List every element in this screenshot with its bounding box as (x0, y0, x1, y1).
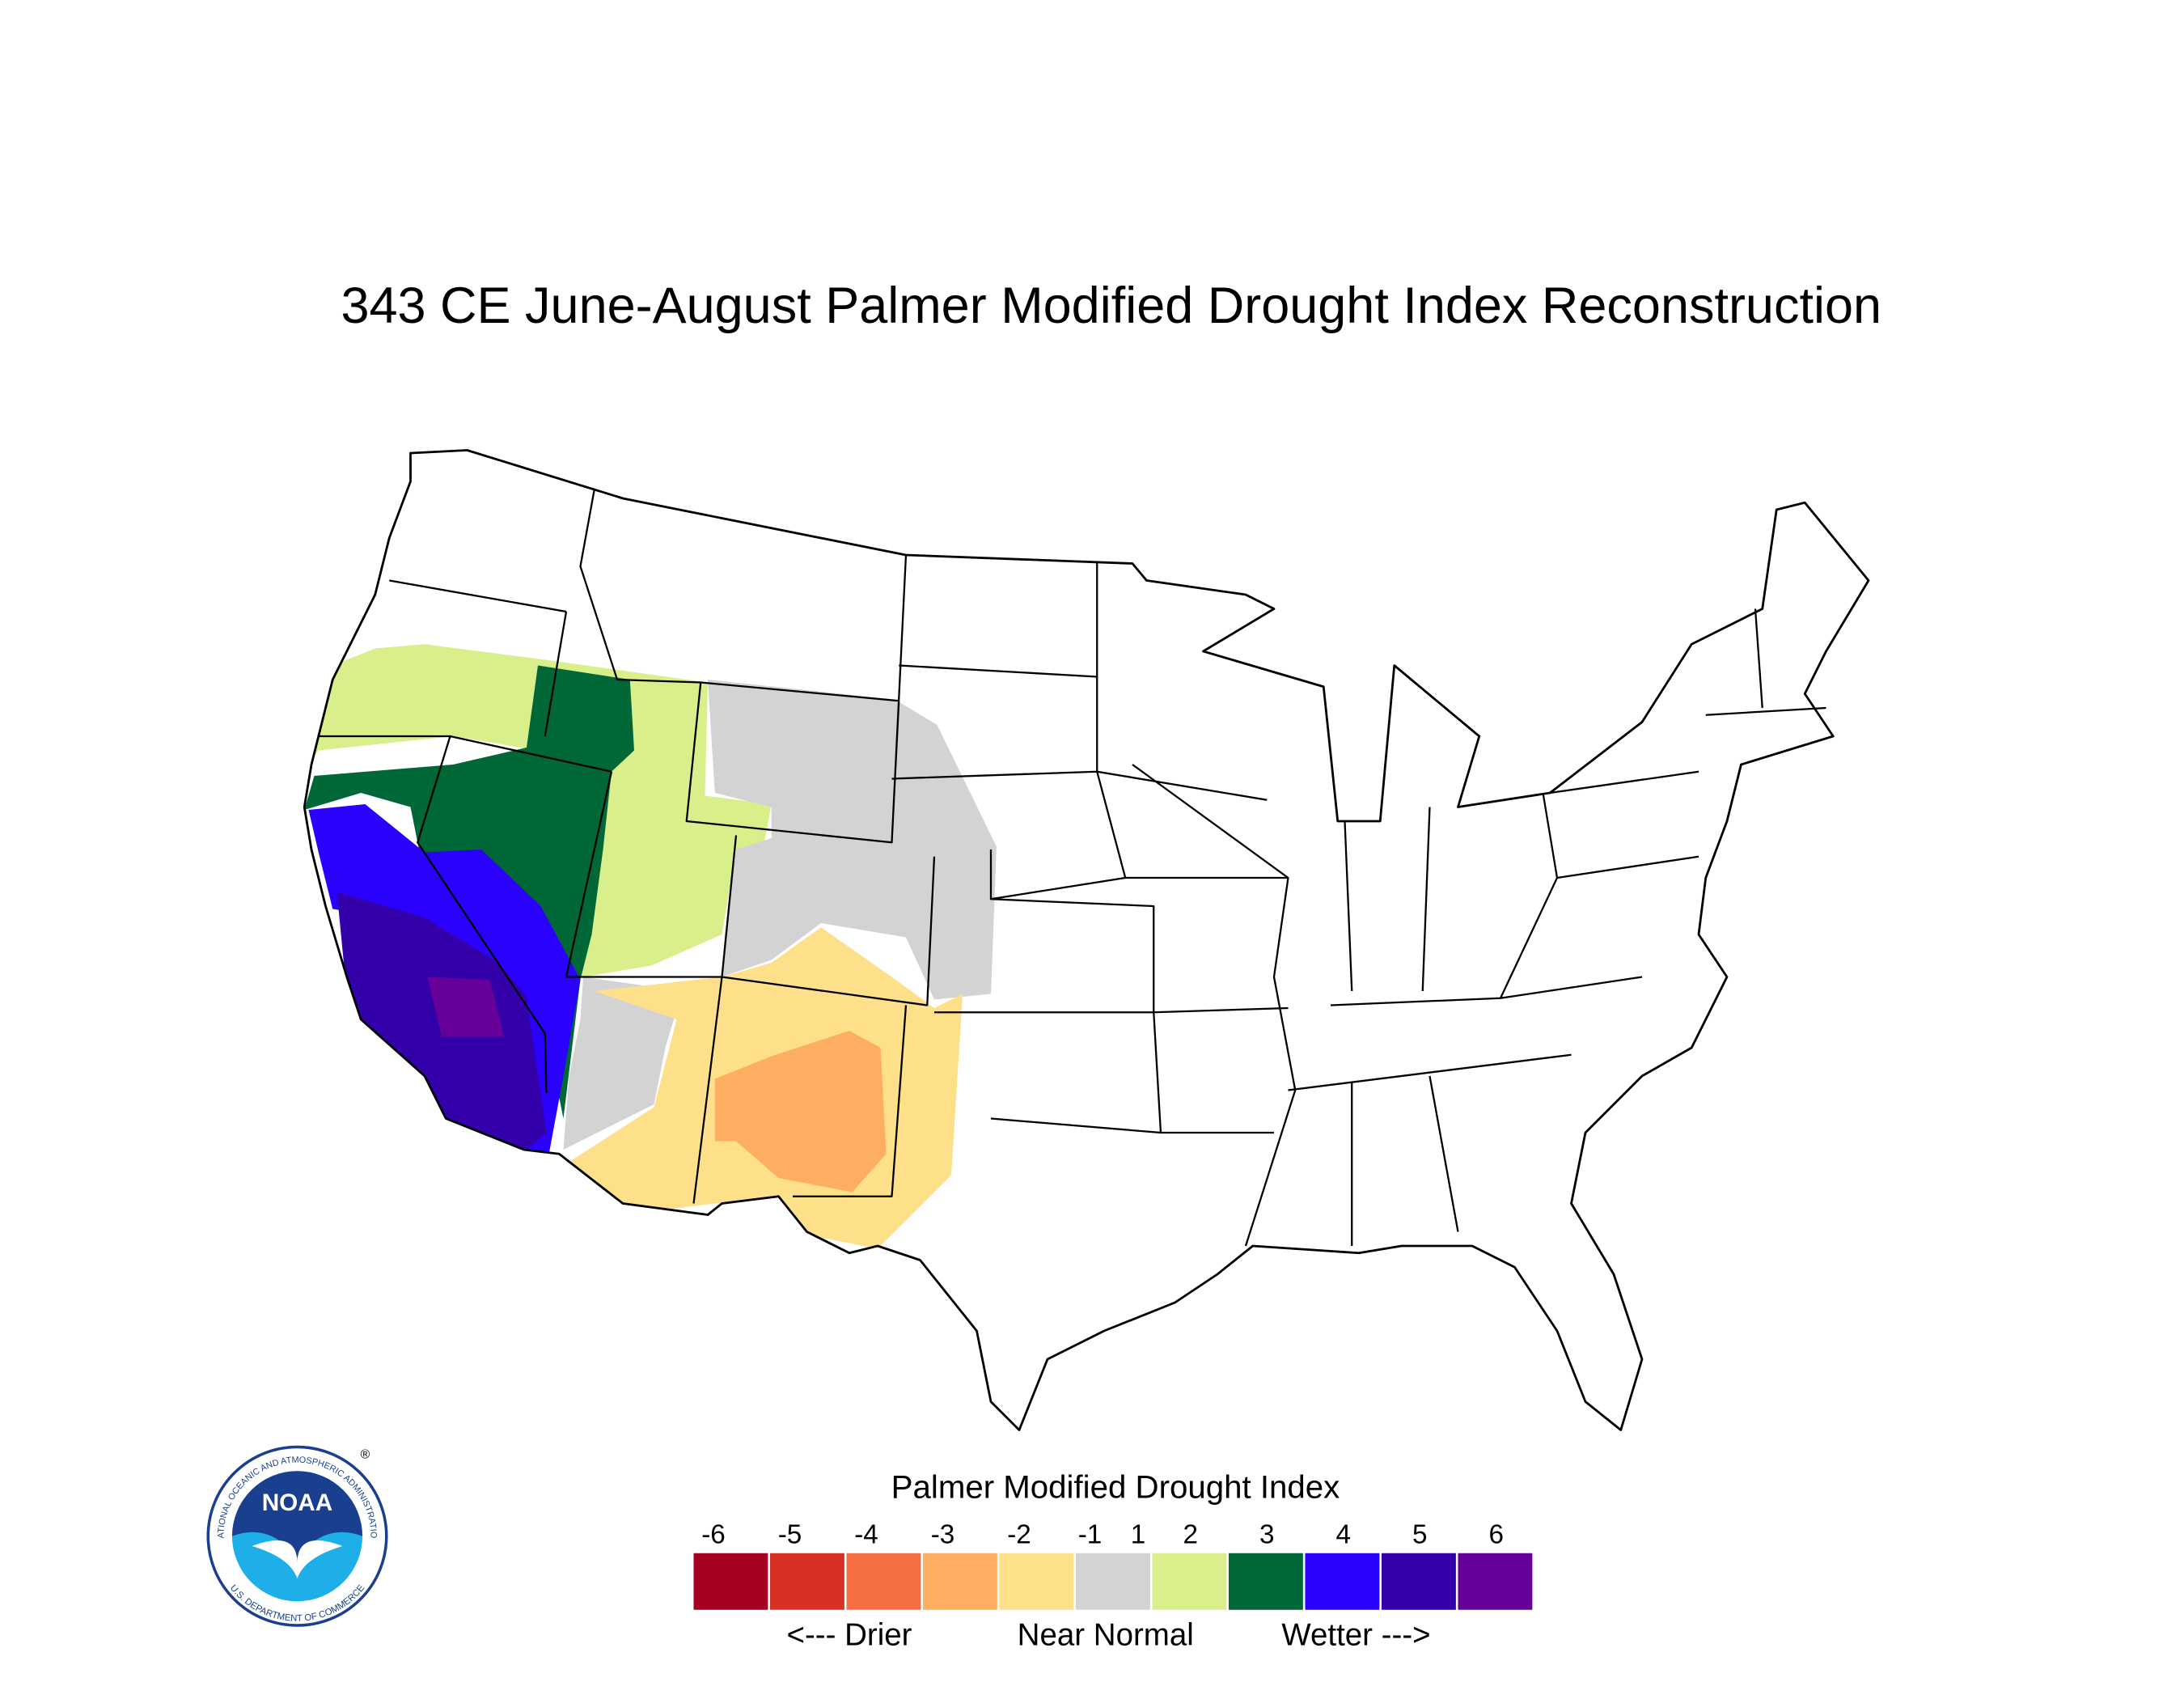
legend-swatch (999, 1553, 1074, 1610)
field-region (427, 977, 504, 1036)
logo-ring-text: NATIONAL OCEANIC AND ATMOSPHERIC ADMINIS… (0, 0, 379, 1538)
legend-title: Palmer Modified Drought Index (891, 1469, 1340, 1506)
field-region (629, 799, 658, 821)
legend-tick-label: 6 (1489, 1520, 1504, 1550)
legend-swatch (693, 1553, 768, 1610)
legend-swatch (1152, 1553, 1227, 1610)
logo-gull (252, 1540, 343, 1579)
field-region (714, 1031, 887, 1193)
logo-name: NOAA (262, 1489, 333, 1516)
field-region (707, 680, 997, 1000)
country-outline (303, 449, 1870, 1431)
legend-swatch (1075, 1553, 1150, 1610)
logo-registered: ® (361, 1448, 370, 1462)
field-region (304, 644, 772, 980)
legend-note: Wetter ---> (1281, 1618, 1430, 1653)
legend-tick-label: 3 (1259, 1520, 1274, 1550)
legend-tick-label: 5 (1412, 1520, 1427, 1550)
legend-tick-label: -6 (701, 1520, 726, 1550)
legend-swatch (846, 1553, 921, 1610)
logo-sky (231, 1471, 362, 1557)
state-border (318, 488, 1826, 1247)
legend-tick-label: -4 (854, 1520, 878, 1550)
field-region (563, 977, 683, 1150)
legend-swatch (1228, 1553, 1303, 1610)
legend-tick-label: -5 (778, 1520, 802, 1550)
legend-swatch (1305, 1553, 1380, 1610)
legend-tick-label: 1 (1131, 1520, 1145, 1550)
legend-swatch (769, 1553, 844, 1610)
legend-swatch (1458, 1553, 1533, 1610)
legend-tick-label: 2 (1183, 1520, 1198, 1550)
legend-tick-label: -3 (931, 1520, 955, 1550)
state-borders (318, 488, 1826, 1247)
legend-tick-label: -2 (1007, 1520, 1031, 1550)
legend-tick-label: -1 (1078, 1520, 1103, 1550)
logo-ring-top: NATIONAL OCEANIC AND ATMOSPHERIC ADMINIS… (0, 0, 379, 1538)
legend: -6 -5 -4 -3 -2 -1 1 2 3 4 5 6 <--- Drier Near Normal W… (693, 1520, 1533, 1653)
legend-tick-label: 4 (1336, 1520, 1351, 1550)
map-title: 343 CE June-August Palmer Modified Droug… (341, 278, 1881, 334)
legend-swatch (922, 1553, 997, 1610)
legend-note: Near Normal (1018, 1618, 1194, 1653)
drought-field (304, 644, 997, 1249)
legend-swatch (1381, 1553, 1456, 1610)
legend-note: <--- Drier (786, 1618, 912, 1653)
